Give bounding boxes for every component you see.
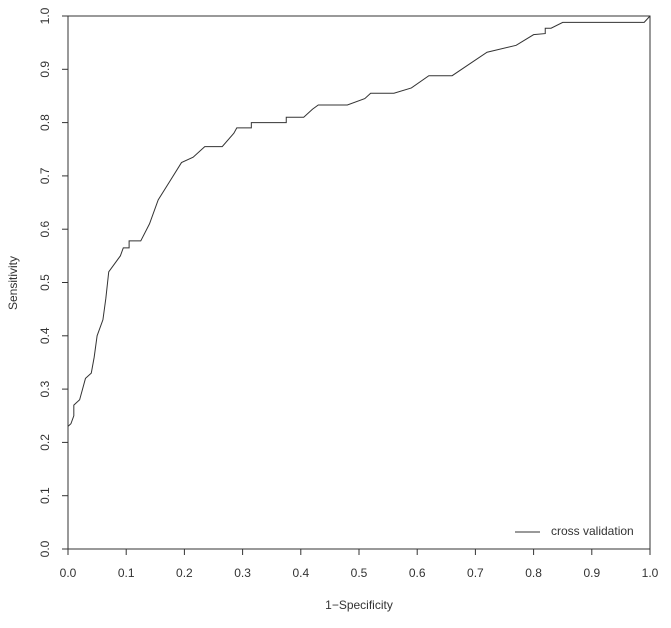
y-tick-label: 0.7 bbox=[38, 167, 52, 184]
y-tick-label: 0.4 bbox=[38, 327, 52, 344]
x-tick-label: 0.7 bbox=[467, 566, 484, 580]
x-tick-label: 0.2 bbox=[176, 566, 193, 580]
plot-frame bbox=[67, 15, 651, 550]
x-tick-label: 0.6 bbox=[409, 566, 426, 580]
y-tick-label: 0.9 bbox=[38, 61, 52, 78]
roc-line bbox=[67, 15, 651, 427]
y-tick-label: 0.5 bbox=[38, 274, 52, 291]
x-tick-label: 0.0 bbox=[60, 566, 77, 580]
y-tick-label: 1.0 bbox=[38, 7, 52, 24]
x-tick-label: 1.0 bbox=[642, 566, 659, 580]
legend-label: cross validation bbox=[551, 524, 634, 538]
y-tick-label: 0.2 bbox=[38, 434, 52, 451]
x-tick-label: 0.8 bbox=[525, 566, 542, 580]
y-axis-title: Sensitivity bbox=[6, 256, 20, 310]
x-axis-title: 1−Specificity bbox=[325, 598, 393, 612]
y-tick-label: 0.3 bbox=[38, 380, 52, 397]
x-tick-label: 0.4 bbox=[292, 566, 309, 580]
x-tick-label: 0.9 bbox=[583, 566, 600, 580]
y-tick-label: 0.0 bbox=[38, 540, 52, 557]
y-tick-label: 0.8 bbox=[38, 114, 52, 131]
x-tick-label: 0.3 bbox=[234, 566, 251, 580]
x-tick-label: 0.5 bbox=[351, 566, 368, 580]
x-tick-label: 0.1 bbox=[118, 566, 135, 580]
y-tick-label: 0.1 bbox=[38, 487, 52, 504]
y-tick-label: 0.6 bbox=[38, 221, 52, 238]
